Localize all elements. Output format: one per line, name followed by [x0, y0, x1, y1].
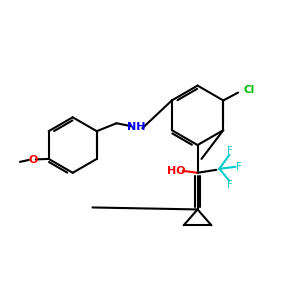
Text: F: F — [227, 146, 233, 156]
Text: NH: NH — [127, 122, 146, 132]
Text: F: F — [236, 162, 242, 172]
Text: HO: HO — [167, 166, 186, 176]
Text: Cl: Cl — [243, 85, 254, 94]
Text: F: F — [227, 180, 233, 190]
Text: O: O — [28, 155, 38, 165]
